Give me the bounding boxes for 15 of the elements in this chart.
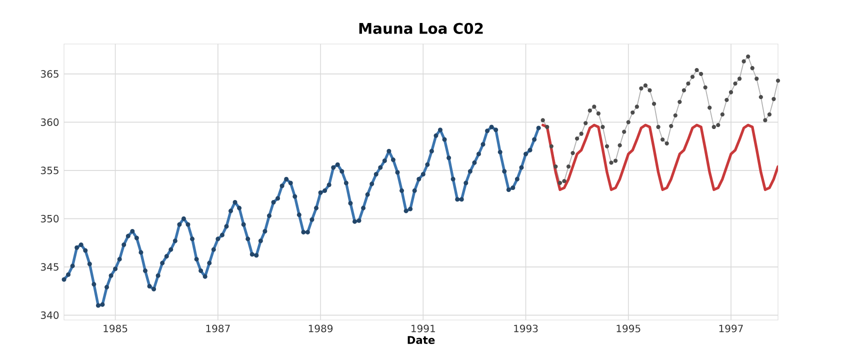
x-tick-label: 1995	[616, 324, 640, 332]
chart-title: Mauna Loa C02	[359, 22, 483, 34]
x-tick-label: 1989	[308, 324, 333, 332]
y-tick-label: 355	[40, 166, 58, 174]
x-tick-label: 1993	[514, 324, 538, 332]
y-tick-label: 360	[40, 118, 59, 126]
y-tick-label: 350	[40, 214, 59, 222]
x-tick-label: 1991	[412, 324, 435, 332]
x-axis-title: Date	[408, 336, 435, 344]
y-tick-label: 340	[40, 311, 59, 319]
x-tick-label: 1985	[104, 324, 128, 332]
y-tick-label: 365	[40, 70, 58, 78]
y-tick-label: 345	[40, 263, 58, 271]
x-tick-label: 1997	[719, 324, 743, 332]
x-tick-label: 1987	[206, 324, 230, 332]
